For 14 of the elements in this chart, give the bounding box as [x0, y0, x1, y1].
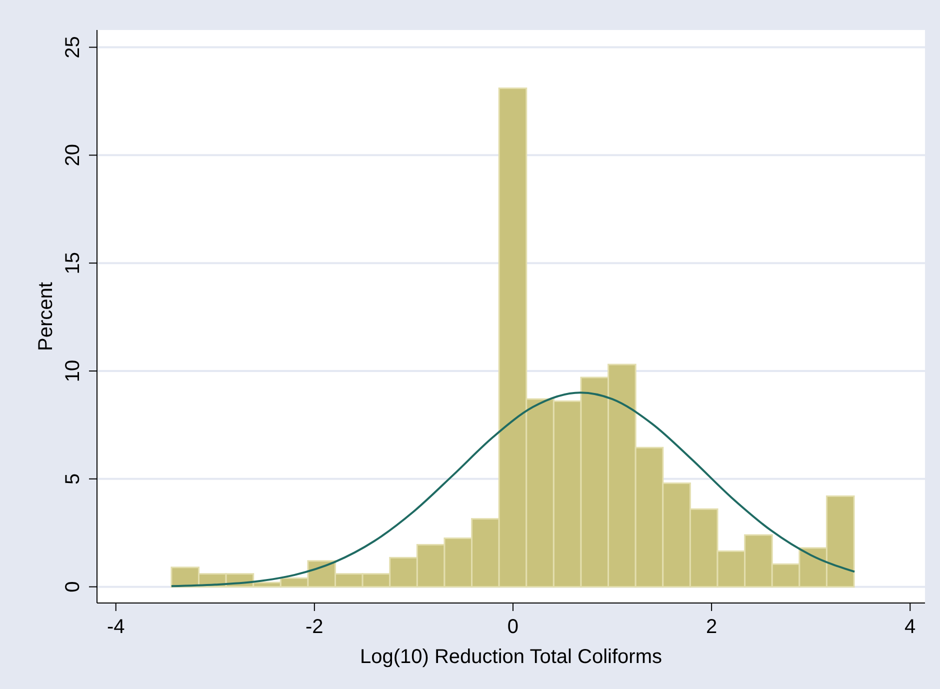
line-series — [170, 392, 856, 588]
y-axis-title: Percent — [35, 282, 57, 351]
x-tick-label: 0 — [507, 616, 519, 638]
x-tick-label: 4 — [904, 616, 916, 638]
y-tick-label: 15 — [62, 252, 84, 274]
x-axis-title: Log(10) Reduction Total Coliforms — [360, 646, 662, 668]
y-tick-label: 5 — [62, 473, 84, 484]
y-tick-label: 0 — [62, 581, 84, 592]
y-tick-label: 20 — [62, 144, 84, 166]
y-tick-label: 25 — [62, 36, 84, 58]
y-tick-label: 10 — [62, 360, 84, 382]
x-tick-label: -4 — [106, 616, 125, 638]
x-tick-label: -2 — [306, 616, 324, 638]
x-tick-label: 2 — [706, 616, 718, 638]
